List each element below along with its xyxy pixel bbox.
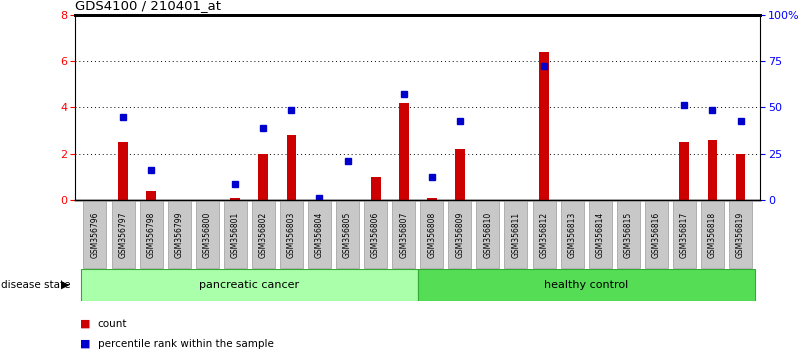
Text: GSM356818: GSM356818 [708, 211, 717, 258]
FancyBboxPatch shape [195, 201, 219, 268]
Text: GSM356819: GSM356819 [736, 211, 745, 258]
FancyBboxPatch shape [645, 201, 668, 268]
Bar [679, 142, 690, 200]
FancyBboxPatch shape [308, 201, 331, 268]
Text: pancreatic cancer: pancreatic cancer [199, 280, 300, 290]
Text: GSM356816: GSM356816 [652, 211, 661, 258]
Text: GSM356803: GSM356803 [287, 211, 296, 258]
Bar [707, 140, 718, 200]
Text: GSM356802: GSM356802 [259, 211, 268, 258]
FancyBboxPatch shape [336, 201, 359, 268]
Text: GDS4100 / 210401_at: GDS4100 / 210401_at [75, 0, 221, 12]
Text: ▶: ▶ [61, 280, 70, 290]
FancyBboxPatch shape [533, 201, 556, 268]
FancyBboxPatch shape [701, 201, 724, 268]
FancyBboxPatch shape [449, 201, 471, 268]
Bar [118, 142, 128, 200]
Text: count: count [98, 319, 127, 329]
Text: GSM356800: GSM356800 [203, 211, 211, 258]
Text: GSM356799: GSM356799 [175, 211, 183, 258]
FancyBboxPatch shape [729, 201, 752, 268]
FancyBboxPatch shape [617, 201, 640, 268]
Text: GSM356796: GSM356796 [91, 211, 99, 258]
FancyBboxPatch shape [252, 201, 275, 268]
FancyBboxPatch shape [139, 201, 163, 268]
Bar [259, 154, 268, 200]
Text: disease state: disease state [1, 280, 70, 290]
Text: GSM356817: GSM356817 [680, 211, 689, 258]
Text: GSM356810: GSM356810 [483, 211, 493, 258]
FancyBboxPatch shape [421, 201, 443, 268]
Bar [231, 198, 240, 200]
Text: GSM356809: GSM356809 [455, 211, 465, 258]
FancyBboxPatch shape [280, 201, 303, 268]
Bar [371, 177, 380, 200]
Text: ■: ■ [80, 319, 91, 329]
Bar [539, 52, 549, 200]
Bar [146, 191, 156, 200]
Text: GSM356805: GSM356805 [343, 211, 352, 258]
Text: GSM356806: GSM356806 [371, 211, 380, 258]
Text: GSM356812: GSM356812 [540, 211, 549, 258]
Text: GSM356808: GSM356808 [427, 211, 437, 258]
FancyBboxPatch shape [505, 201, 528, 268]
Bar [735, 154, 746, 200]
Text: GSM356807: GSM356807 [399, 211, 409, 258]
FancyBboxPatch shape [561, 201, 584, 268]
FancyBboxPatch shape [477, 201, 499, 268]
Text: GSM356813: GSM356813 [568, 211, 577, 258]
FancyBboxPatch shape [418, 269, 755, 301]
Text: healthy control: healthy control [544, 280, 628, 290]
Text: percentile rank within the sample: percentile rank within the sample [98, 339, 274, 349]
FancyBboxPatch shape [167, 201, 191, 268]
Text: GSM356804: GSM356804 [315, 211, 324, 258]
FancyBboxPatch shape [589, 201, 612, 268]
Text: GSM356811: GSM356811 [512, 211, 521, 258]
FancyBboxPatch shape [223, 201, 247, 268]
Text: GSM356814: GSM356814 [596, 211, 605, 258]
Bar [427, 198, 437, 200]
FancyBboxPatch shape [392, 201, 415, 268]
Text: GSM356815: GSM356815 [624, 211, 633, 258]
FancyBboxPatch shape [83, 201, 107, 268]
FancyBboxPatch shape [81, 269, 418, 301]
Bar [287, 135, 296, 200]
Text: GSM356797: GSM356797 [119, 211, 127, 258]
FancyBboxPatch shape [673, 201, 696, 268]
Text: GSM356801: GSM356801 [231, 211, 239, 258]
FancyBboxPatch shape [111, 201, 135, 268]
Bar [399, 103, 409, 200]
Bar [455, 149, 465, 200]
Text: GSM356798: GSM356798 [147, 211, 155, 258]
Text: ■: ■ [80, 339, 91, 349]
FancyBboxPatch shape [364, 201, 387, 268]
